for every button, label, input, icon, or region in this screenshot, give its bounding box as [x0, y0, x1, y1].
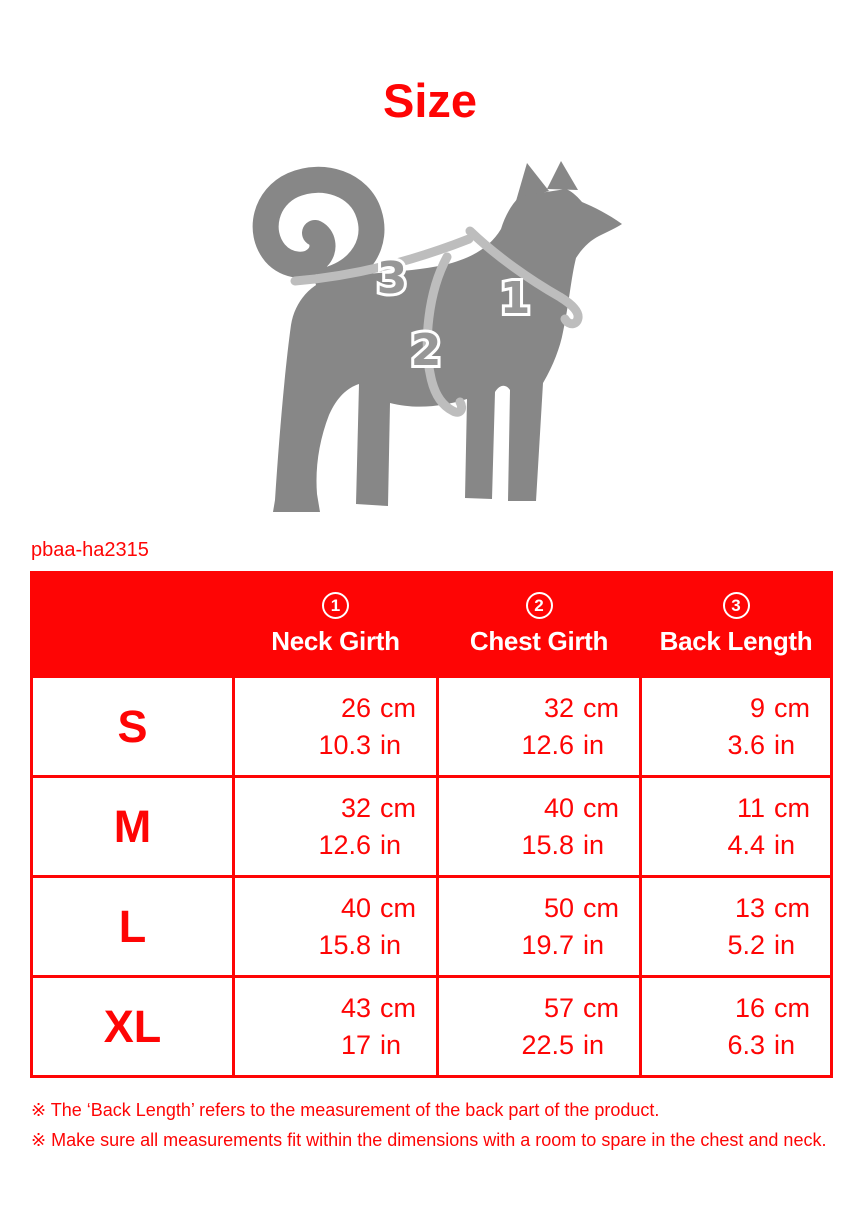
value-cm: 26 [340, 692, 371, 723]
marker-neck-girth: 1 [500, 273, 531, 324]
cell-s-back: 9 cm 3.6 in [639, 675, 833, 779]
circled-number-1-icon: 1 [322, 592, 349, 620]
value-cm: 32 [543, 692, 574, 723]
dog-harness-diagram-icon: 3 1 2 [252, 161, 622, 513]
value-cm: 43 [340, 992, 371, 1023]
note-back-length: ※ The ‘Back Length’ refers to the measur… [31, 1100, 660, 1121]
value-cm: 40 [340, 892, 371, 923]
unit-cm: cm [380, 892, 416, 923]
column-label: Chest Girth [469, 626, 609, 657]
value-cm: 32 [340, 792, 371, 823]
header-row: 1 Neck Girth 2 Chest Girth 3 Back Length [30, 571, 833, 679]
cell-s-chest: 32 cm 12.6 in [436, 675, 642, 779]
size-label-s: S [30, 675, 235, 779]
value-in: 6.3 [727, 1029, 765, 1060]
table-row-l: L 40 cm 15.8 in 50 cm 19.7 in 13 cm [30, 875, 833, 979]
cell-m-back: 11 cm 4.4 in [639, 775, 833, 879]
cell-l-neck: 40 cm 15.8 in [232, 875, 439, 979]
unit-cm: cm [380, 792, 416, 823]
unit-cm: cm [774, 992, 810, 1023]
value-in: 12.6 [318, 829, 371, 860]
unit-cm: cm [583, 892, 619, 923]
unit-in: in [583, 729, 605, 760]
unit-cm: cm [774, 892, 810, 923]
header-cell-neck-girth: 1 Neck Girth [232, 571, 439, 679]
chest-girth-band [422, 252, 467, 417]
unit-in: in [774, 1029, 796, 1060]
unit-cm: cm [774, 692, 810, 723]
header-cell-empty [30, 571, 235, 679]
value-cm: 50 [543, 892, 574, 923]
marker-back-length: 3 [377, 253, 408, 304]
unit-in: in [380, 1029, 402, 1060]
product-code: pbaa-ha2315 [31, 539, 149, 562]
cell-xl-back: 16 cm 6.3 in [639, 975, 833, 1079]
size-label-l: L [30, 875, 235, 979]
value-in: 17 [340, 1029, 371, 1060]
unit-in: in [774, 729, 796, 760]
unit-in: in [583, 929, 605, 960]
value-cm: 13 [734, 892, 765, 923]
cell-m-chest: 40 cm 15.8 in [436, 775, 642, 879]
dog-ear-icon [547, 161, 578, 191]
table-row-xl: XL 43 cm 17 in 57 cm 22.5 in 16 cm [30, 975, 833, 1079]
dog-body-shape [273, 189, 622, 513]
circled-number-2-icon: 2 [525, 592, 553, 620]
marker-chest-girth: 2 [411, 325, 442, 376]
unit-cm: cm [583, 992, 619, 1023]
column-label: Neck Girth [271, 626, 400, 657]
column-label: Back Length [659, 626, 813, 657]
unit-in: in [583, 829, 605, 860]
value-in: 22.5 [521, 1029, 574, 1060]
circled-number-3-icon: 3 [722, 592, 750, 620]
header-cell-back-length: 3 Back Length [639, 571, 833, 679]
unit-in: in [380, 729, 402, 760]
header-cell-chest-girth: 2 Chest Girth [436, 571, 642, 679]
unit-cm: cm [583, 792, 619, 823]
value-in: 4.4 [727, 829, 765, 860]
note-fit: ※ Make sure all measurements fit within … [31, 1130, 827, 1151]
value-cm: 40 [543, 792, 574, 823]
unit-in: in [583, 1029, 605, 1060]
dog-diagram-container: 3 1 2 [0, 152, 860, 532]
value-in: 19.7 [521, 929, 574, 960]
unit-in: in [774, 829, 796, 860]
size-table-header: 1 Neck Girth 2 Chest Girth 3 Back Length [30, 571, 833, 679]
value-cm: 16 [734, 992, 765, 1023]
value-in: 15.8 [318, 929, 371, 960]
size-label-m: M [30, 775, 235, 879]
value-in: 15.8 [521, 829, 574, 860]
value-in: 10.3 [318, 729, 371, 760]
size-table: 1 Neck Girth 2 Chest Girth 3 Back Length [30, 571, 833, 1079]
table-row-s: S 26 cm 10.3 in 32 cm 12.6 in 9 cm [30, 675, 833, 779]
cell-xl-neck: 43 cm 17 in [232, 975, 439, 1079]
value-cm: 9 [749, 692, 765, 723]
cell-s-neck: 26 cm 10.3 in [232, 675, 439, 779]
dog-ear-icon [516, 163, 549, 202]
value-in: 3.6 [727, 729, 765, 760]
back-length-band [290, 234, 474, 286]
dog-tail-shape [252, 166, 385, 294]
neck-girth-band [465, 226, 583, 329]
unit-in: in [380, 829, 402, 860]
value-cm: 11 [736, 792, 765, 823]
table-row-m: M 32 cm 12.6 in 40 cm 15.8 in 11 cm [30, 775, 833, 879]
cell-m-neck: 32 cm 12.6 in [232, 775, 439, 879]
cell-l-back: 13 cm 5.2 in [639, 875, 833, 979]
unit-cm: cm [774, 792, 810, 823]
cell-xl-chest: 57 cm 22.5 in [436, 975, 642, 1079]
value-cm: 57 [543, 992, 574, 1023]
value-in: 12.6 [521, 729, 574, 760]
size-label-xl: XL [30, 975, 235, 1079]
footnotes: ※ The ‘Back Length’ refers to the measur… [31, 1095, 830, 1155]
unit-cm: cm [380, 692, 416, 723]
unit-cm: cm [583, 692, 619, 723]
value-in: 5.2 [727, 929, 765, 960]
unit-cm: cm [380, 992, 416, 1023]
page-title: Size [382, 74, 478, 127]
unit-in: in [774, 929, 796, 960]
cell-l-chest: 50 cm 19.7 in [436, 875, 642, 979]
unit-in: in [380, 929, 402, 960]
